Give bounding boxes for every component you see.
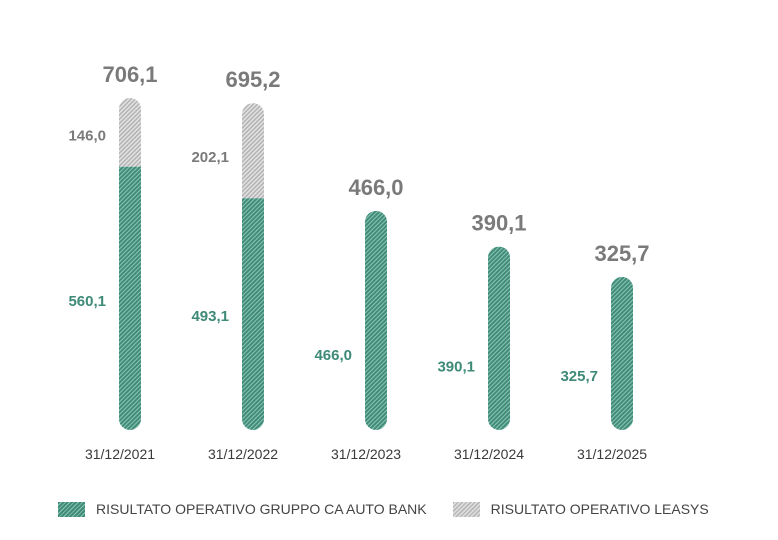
bar-segment-gruppo xyxy=(611,276,633,430)
bar-segment-gruppo xyxy=(119,166,141,430)
bar-segment-gruppo xyxy=(488,246,510,430)
x-tick-label: 31/12/2023 xyxy=(331,446,401,462)
bar-1 xyxy=(242,103,264,430)
legend-swatch-leasys xyxy=(452,501,480,517)
total-label: 466,0 xyxy=(348,175,403,200)
segment-label-leasys: 202,1 xyxy=(191,149,229,166)
bar-3 xyxy=(488,246,510,430)
segment-label-gruppo: 493,1 xyxy=(191,308,229,325)
segment-label-gruppo: 466,0 xyxy=(314,347,352,364)
legend-label-leasys: RISULTATO OPERATIVO LEASYS xyxy=(490,501,709,517)
bar-0 xyxy=(119,98,141,430)
legend: RISULTATO OPERATIVO GRUPPO CA AUTO BANK … xyxy=(58,501,735,517)
bar-segment-gruppo xyxy=(242,198,264,430)
legend-item-gruppo: RISULTATO OPERATIVO GRUPPO CA AUTO BANK xyxy=(58,501,427,517)
bar-segment-gruppo xyxy=(365,210,387,430)
bar-2 xyxy=(365,210,387,430)
legend-label-gruppo: RISULTATO OPERATIVO GRUPPO CA AUTO BANK xyxy=(96,501,427,517)
stacked-bar-chart: 706,1 560,1 146,0 31/12/2021 695,2 493,1 202,1… xyxy=(68,62,649,462)
bar-4 xyxy=(611,276,633,430)
total-label: 695,2 xyxy=(225,67,280,92)
bar-segment-leasys xyxy=(242,103,264,199)
x-tick-label: 31/12/2025 xyxy=(577,446,647,462)
x-tick-label: 31/12/2024 xyxy=(454,446,524,462)
segment-label-gruppo: 390,1 xyxy=(437,358,475,375)
segment-label-leasys: 146,0 xyxy=(68,128,106,145)
bars-layer xyxy=(119,98,633,430)
total-label: 706,1 xyxy=(102,62,157,87)
labels-layer: 706,1 560,1 146,0 31/12/2021 695,2 493,1 202,1… xyxy=(68,62,649,462)
legend-item-leasys: RISULTATO OPERATIVO LEASYS xyxy=(452,501,709,517)
segment-label-gruppo: 325,7 xyxy=(560,368,598,385)
legend-swatch-gruppo xyxy=(58,501,85,517)
total-label: 390,1 xyxy=(471,211,526,236)
total-label: 325,7 xyxy=(594,241,649,266)
x-tick-label: 31/12/2021 xyxy=(85,446,155,462)
segment-label-gruppo: 560,1 xyxy=(68,293,106,310)
bar-segment-leasys xyxy=(119,98,141,167)
x-tick-label: 31/12/2022 xyxy=(208,446,278,462)
